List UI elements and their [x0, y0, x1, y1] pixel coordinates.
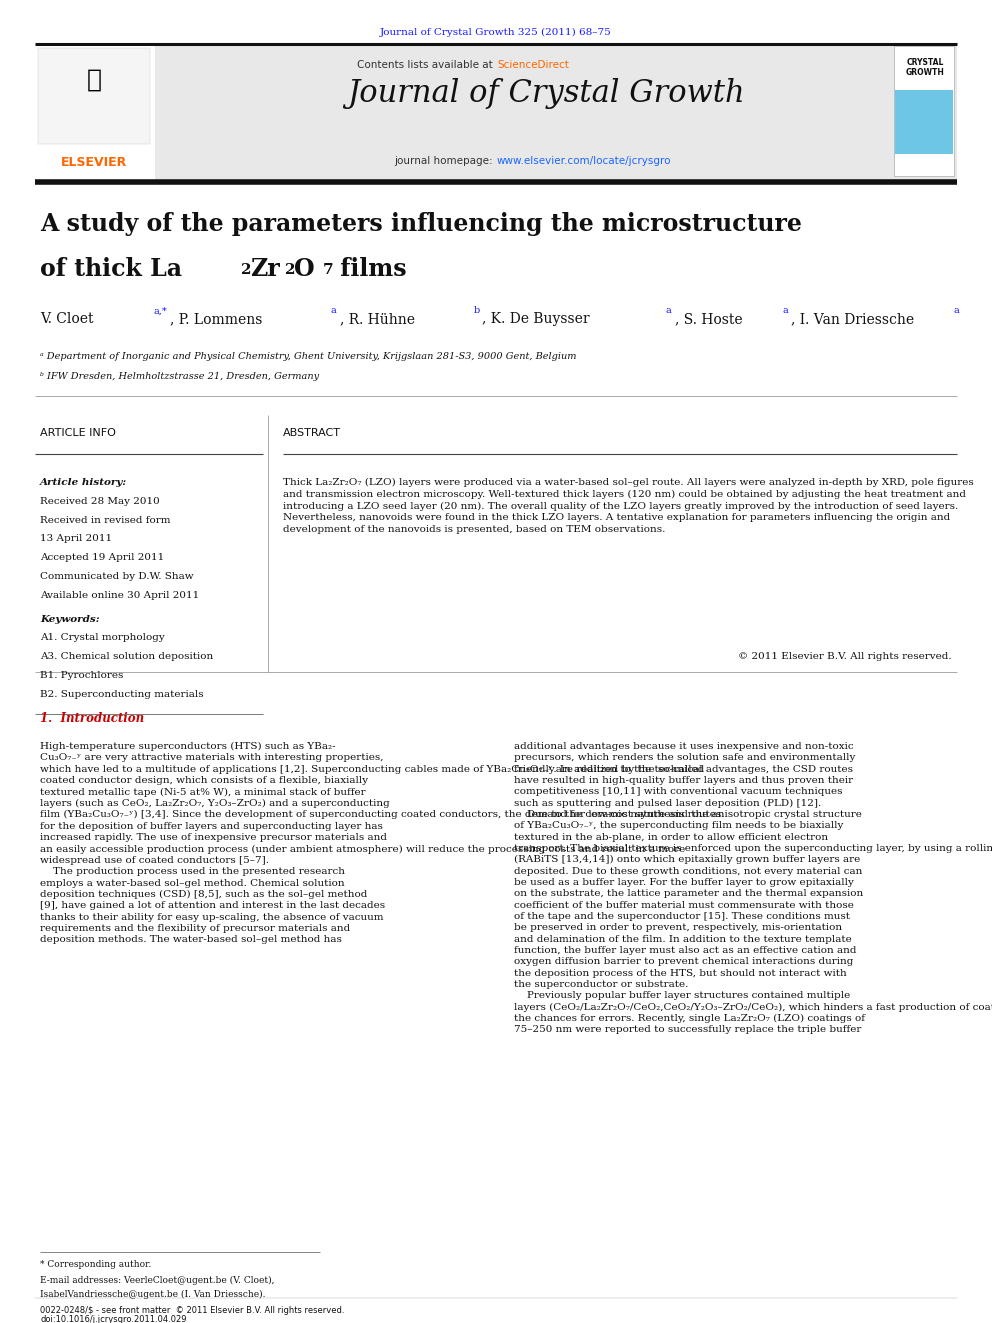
Text: Communicated by D.W. Shaw: Communicated by D.W. Shaw [40, 572, 193, 581]
Text: ELSEVIER: ELSEVIER [61, 156, 127, 169]
Text: V. Cloet: V. Cloet [40, 312, 93, 325]
Text: E-mail addresses: VeerleCloet@ugent.be (V. Cloet),: E-mail addresses: VeerleCloet@ugent.be (… [40, 1275, 275, 1285]
Text: films: films [331, 257, 406, 280]
Text: ScienceDirect: ScienceDirect [497, 60, 568, 70]
Text: a: a [954, 307, 959, 315]
Text: of thick La: of thick La [40, 257, 182, 280]
Text: Journal of Crystal Growth 325 (2011) 68–75: Journal of Crystal Growth 325 (2011) 68–… [380, 28, 612, 37]
Text: Thick La₂Zr₂O₇ (LZO) layers were produced via a water-based sol–gel route. All l: Thick La₂Zr₂O₇ (LZO) layers were produce… [283, 478, 974, 534]
Text: B2. Superconducting materials: B2. Superconducting materials [40, 689, 203, 699]
Text: Journal of Crystal Growth: Journal of Crystal Growth [347, 78, 745, 108]
Text: 0022-0248/$ - see front matter  © 2011 Elsevier B.V. All rights reserved.: 0022-0248/$ - see front matter © 2011 El… [40, 1306, 344, 1315]
Text: 2: 2 [240, 263, 251, 278]
Bar [895, 90, 953, 153]
Text: , P. Lommens: , P. Lommens [170, 312, 262, 325]
Text: Available online 30 April 2011: Available online 30 April 2011 [40, 591, 199, 599]
Text: * Corresponding author.: * Corresponding author. [40, 1259, 152, 1269]
Text: journal homepage:: journal homepage: [394, 156, 496, 165]
Text: Accepted 19 April 2011: Accepted 19 April 2011 [40, 553, 165, 562]
Text: Zr: Zr [251, 257, 281, 280]
Text: 2: 2 [285, 263, 295, 278]
Text: CRYSTAL
GROWTH: CRYSTAL GROWTH [906, 58, 944, 78]
Text: , S. Hoste: , S. Hoste [675, 312, 742, 325]
Text: Keywords:: Keywords: [40, 615, 99, 623]
Text: b: b [473, 307, 480, 315]
Text: ᵃ Department of Inorganic and Physical Chemistry, Ghent University, Krijgslaan 2: ᵃ Department of Inorganic and Physical C… [40, 352, 576, 361]
Bar [155, 46, 957, 183]
Text: IsabelVandriessche@ugent.be (I. Van Driessche).: IsabelVandriessche@ugent.be (I. Van Drie… [40, 1290, 266, 1299]
Text: , R. Hühne: , R. Hühne [339, 312, 415, 325]
Text: ARTICLE INFO: ARTICLE INFO [40, 429, 116, 438]
Text: 1.  Introduction: 1. Introduction [40, 712, 144, 725]
Text: ᵇ IFW Dresden, Helmholtzstrasse 21, Dresden, Germany: ᵇ IFW Dresden, Helmholtzstrasse 21, Dres… [40, 372, 319, 381]
Text: 🌳: 🌳 [86, 67, 101, 93]
Text: High-temperature superconductors (HTS) such as YBa₂-
Cu₃O₇₋ʸ are very attractive: High-temperature superconductors (HTS) s… [40, 742, 721, 945]
Text: a,*: a,* [154, 307, 168, 315]
Text: , I. Van Driessche: , I. Van Driessche [791, 312, 914, 325]
Text: www.elsevier.com/locate/jcrysgro: www.elsevier.com/locate/jcrysgro [497, 156, 672, 165]
Text: a: a [330, 307, 336, 315]
Text: Received in revised form: Received in revised form [40, 516, 171, 525]
Text: a: a [782, 307, 788, 315]
Bar [894, 46, 954, 176]
Text: Article history:: Article history: [40, 478, 127, 487]
Text: Received 28 May 2010: Received 28 May 2010 [40, 497, 160, 505]
Text: , K. De Buysser: , K. De Buysser [482, 312, 589, 325]
Text: A3. Chemical solution deposition: A3. Chemical solution deposition [40, 652, 213, 662]
Text: A1. Crystal morphology: A1. Crystal morphology [40, 634, 165, 643]
Text: B1. Pyrochlores: B1. Pyrochlores [40, 671, 123, 680]
Bar [35, 46, 153, 176]
Text: 13 April 2011: 13 April 2011 [40, 534, 112, 544]
Bar [38, 48, 150, 144]
Text: Contents lists available at: Contents lists available at [357, 60, 496, 70]
Text: O: O [294, 257, 314, 280]
Text: doi:10.1016/j.jcrysgro.2011.04.029: doi:10.1016/j.jcrysgro.2011.04.029 [40, 1315, 186, 1323]
Text: ABSTRACT: ABSTRACT [283, 429, 341, 438]
Text: additional advantages because it uses inexpensive and non-toxic
precursors, whic: additional advantages because it uses in… [514, 742, 992, 1035]
Text: 7: 7 [322, 263, 333, 278]
Text: A study of the parameters influencing the microstructure: A study of the parameters influencing th… [40, 212, 802, 235]
Text: a: a [666, 307, 672, 315]
Text: © 2011 Elsevier B.V. All rights reserved.: © 2011 Elsevier B.V. All rights reserved… [738, 652, 952, 662]
